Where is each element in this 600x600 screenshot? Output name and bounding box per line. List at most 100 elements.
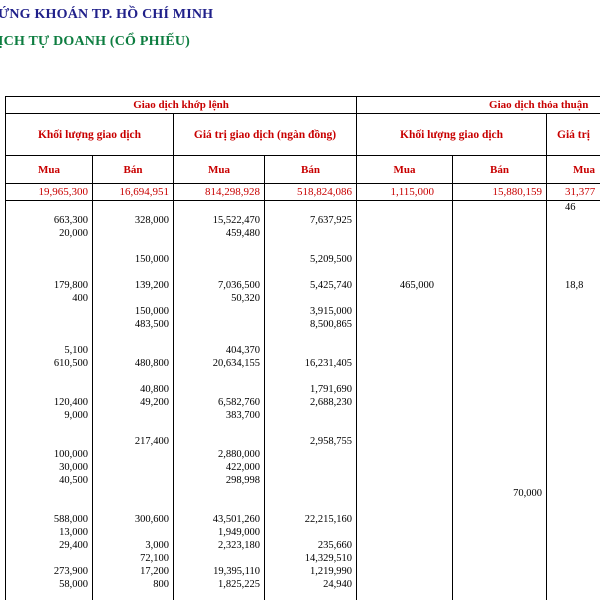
table-cell: 72,100 (92, 552, 174, 565)
table-cell (452, 526, 548, 539)
table-row: 9,000 383,700 (5, 409, 600, 422)
table-cell (356, 305, 454, 318)
table-cell (263, 200, 358, 214)
table-cell: 100,000 (5, 448, 93, 461)
total-matched-buy-value: 814,298,928 (173, 183, 265, 201)
table-body: 46 663,300 328,000 15,522,470 7,637,925 20,00… (5, 200, 600, 600)
table-cell (546, 227, 600, 240)
table-cell (546, 526, 600, 539)
table-cell (263, 227, 358, 240)
table-cell (546, 240, 600, 253)
table-cell (356, 448, 454, 461)
table-cell: 400 (5, 292, 93, 305)
table-cell (546, 370, 600, 383)
total-putthrough-sell-volume: 15,880,159 (452, 183, 548, 201)
table-cell (452, 253, 548, 266)
table-cell (452, 318, 548, 331)
table-cell (356, 539, 454, 552)
table-cell: 6,582,760 (173, 396, 265, 409)
table-cell (452, 357, 548, 370)
table-cell (92, 344, 174, 357)
table-cell: 49,200 (92, 396, 174, 409)
table-cell (263, 526, 358, 539)
table-cell: 3,000 (92, 539, 174, 552)
table-row: 5,100 404,370 (5, 344, 600, 357)
table-cell (92, 591, 174, 600)
table-cell (92, 227, 174, 240)
table-cell (452, 409, 548, 422)
table-cell (5, 200, 93, 214)
table-cell: 150,000 (92, 253, 174, 266)
table-cell (173, 318, 265, 331)
table-cell (92, 200, 174, 214)
table-cell (452, 552, 548, 565)
table-cell (92, 266, 174, 279)
table-cell: 139,200 (92, 279, 174, 292)
table-cell: 120,400 (5, 396, 93, 409)
exchange-title: ỨNG KHOÁN TP. HỒ CHÍ MINH (0, 7, 214, 22)
table-cell (5, 305, 93, 318)
table-cell (5, 266, 93, 279)
table-cell (263, 500, 358, 513)
table-row: 72,100 14,329,510 (5, 552, 600, 565)
table-cell: 19,395,110 (173, 565, 265, 578)
table-cell (546, 552, 600, 565)
table-cell (546, 253, 600, 266)
table-cell (92, 240, 174, 253)
table-cell (92, 370, 174, 383)
table-cell (546, 305, 600, 318)
table-cell (92, 292, 174, 305)
table-cell (173, 422, 265, 435)
table-cell (173, 435, 265, 448)
table-cell (263, 331, 358, 344)
table-row: 120,400 49,200 6,582,760 2,688,230 (5, 396, 600, 409)
table-cell (263, 474, 358, 487)
table-cell (263, 591, 358, 600)
table-cell: 2,880,000 (173, 448, 265, 461)
table-cell (452, 240, 548, 253)
table-cell (263, 344, 358, 357)
table-cell (452, 331, 548, 344)
table-cell (173, 383, 265, 396)
table-cell (452, 396, 548, 409)
table-cell: 179,800 (5, 279, 93, 292)
table-cell: 404,370 (173, 344, 265, 357)
subheader-putthrough-volume: Khối lượng giao dịch (356, 113, 548, 156)
table-cell (173, 266, 265, 279)
table-cell (92, 422, 174, 435)
table-cell (92, 448, 174, 461)
table-cell: 422,000 (173, 461, 265, 474)
table-row (5, 500, 600, 513)
table-cell (356, 422, 454, 435)
column-header-sell-1: Bán (92, 155, 174, 184)
table-cell (356, 578, 454, 591)
subgroup-header-row: Khối lượng giao dịch Giá trị giao dịch (… (5, 113, 600, 156)
table-row: 46 (5, 200, 600, 214)
table-cell (5, 240, 93, 253)
table-cell (452, 474, 548, 487)
table-cell (452, 305, 548, 318)
table-cell: 13,000 (5, 526, 93, 539)
table-cell (356, 396, 454, 409)
table-cell (356, 500, 454, 513)
table-cell: 588,000 (5, 513, 93, 526)
table-cell: 610,500 (5, 357, 93, 370)
table-cell (5, 435, 93, 448)
table-cell (173, 240, 265, 253)
table-cell (452, 292, 548, 305)
table-cell (546, 474, 600, 487)
table-cell (173, 591, 265, 600)
table-cell (546, 344, 600, 357)
table-cell (5, 383, 93, 396)
table-cell (356, 526, 454, 539)
table-cell (5, 500, 93, 513)
table-cell (546, 266, 600, 279)
table-cell (452, 448, 548, 461)
table-cell (356, 266, 454, 279)
table-cell (452, 500, 548, 513)
table-cell (546, 461, 600, 474)
table-cell (546, 396, 600, 409)
total-matched-sell-value: 518,824,086 (263, 183, 358, 201)
table-cell (452, 578, 548, 591)
